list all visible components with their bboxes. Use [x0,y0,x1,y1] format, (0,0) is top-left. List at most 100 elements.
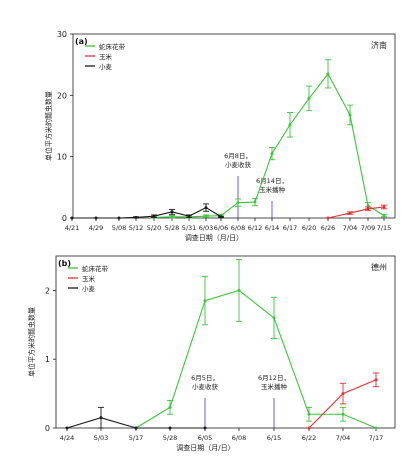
data-point [326,216,330,220]
x-tick-label: 5/08 [112,224,127,232]
data-point [326,72,330,76]
data-point [170,215,174,219]
y-tick-label: 1 [45,355,50,364]
location-label: 济南 [371,40,387,50]
data-point [348,211,352,215]
x-tick-label: 7/09 [361,224,376,232]
data-point [366,204,370,208]
data-point [307,96,311,100]
x-tick-label: 6/15 [267,434,282,442]
data-point [203,299,207,303]
data-point [152,214,156,218]
legend-entry: 蛇床花带 [99,42,126,51]
annotation-text: 6月14日， [256,177,288,185]
data-point [348,113,352,117]
series-line [135,289,377,429]
plot-frame [72,33,396,219]
y-tick-label: 10 [57,153,67,162]
data-point [204,214,208,218]
data-point [272,316,276,320]
x-tick-label: 7/04 [343,224,358,232]
annotation-text: 玉米播种 [259,185,286,194]
x-tick-label: 6/26 [321,224,336,232]
series-line [327,206,385,219]
data-point [204,206,208,210]
data-point [288,123,292,127]
data-point [374,426,378,430]
data-point [237,288,241,292]
x-tick-label: 6/20 [302,224,317,232]
x-tick-label: 6/08 [232,434,247,442]
data-point [65,426,69,430]
x-tick-label: 5/03 [94,434,109,442]
annotation-text: 小麦收获 [192,382,219,391]
legend-entry: 蛇床花带 [82,264,109,273]
x-tick-label: 5/12 [129,224,144,232]
data-point [70,216,74,220]
x-tick-label: 7/04 [336,434,351,442]
y-axis-title: 单位平方米的瓢虫数量 [27,307,36,377]
legend-entry: 玉米 [99,52,113,61]
series-line [153,72,385,218]
legend-entry: 小麦 [82,284,96,293]
x-tick-label: 5/31 [182,224,197,232]
x-tick-label: 6/17 [283,224,298,232]
y-tick-label: 0 [62,214,67,223]
legend-entry: 玉米 [82,274,96,283]
data-point [94,216,98,220]
data-point [341,392,345,396]
data-point [170,210,174,214]
panel-label: (a) [75,37,88,46]
data-point [253,200,257,204]
x-tick-label: 4/21 [65,224,80,232]
data-point [187,214,191,218]
annotation-text: 6月8日， [224,152,252,160]
y-tick-label: 2 [45,286,50,295]
legend-entry: 小麦 [99,62,113,71]
x-tick-label: 5/17 [129,434,144,442]
x-axis-title: 调查日期（月/日） [185,233,243,242]
data-point [374,378,378,382]
x-tick-label: 6/06 [214,224,229,232]
plot-frame [55,255,396,429]
panel-label: (b) [58,259,71,268]
x-tick-label: 6/22 [302,434,317,442]
data-point [236,201,240,205]
x-tick-label: 4/24 [60,434,75,442]
x-tick-label: 5/20 [147,224,162,232]
data-point [366,207,370,211]
data-point [117,216,121,220]
data-point [203,426,207,430]
annotation-text: 小麦收获 [225,160,252,169]
annotation-text: 6月12日， [258,374,290,382]
data-point [168,405,172,409]
data-point [382,214,386,218]
y-tick-label: 20 [57,91,67,100]
data-point [219,215,223,219]
y-tick-label: 0 [45,424,50,433]
x-axis-title: 调查日期（月/日） [176,443,234,452]
x-tick-label: 6/12 [248,224,263,232]
x-tick-label: 6/03 [199,224,214,232]
x-tick-label: 6/05 [198,434,213,442]
x-tick-label: 4/29 [89,224,104,232]
data-point [307,426,311,430]
x-tick-label: 6/14 [265,224,280,232]
data-point [341,412,345,416]
chart-panel-b: 0 1 2 4/24 5/03 5/17 5/28 6/05 6/08 6/15 6/22 7/04 7… [27,255,396,452]
x-tick-label: 6/08 [231,224,246,232]
x-tick-label: 7/15 [377,224,392,232]
annotation-text: 6月5日， [191,374,219,382]
data-point [134,215,138,219]
x-tick-label: 5/28 [163,434,178,442]
data-point [382,205,386,209]
x-tick-label: 5/28 [165,224,180,232]
y-axis-title: 单位平方米的瓢虫数量 [44,91,53,161]
annotation-text: 玉米播种 [261,382,288,391]
series-line [66,417,205,429]
data-point [307,412,311,416]
data-point [99,416,103,420]
data-point [270,152,274,156]
location-label: 德州 [371,262,387,272]
